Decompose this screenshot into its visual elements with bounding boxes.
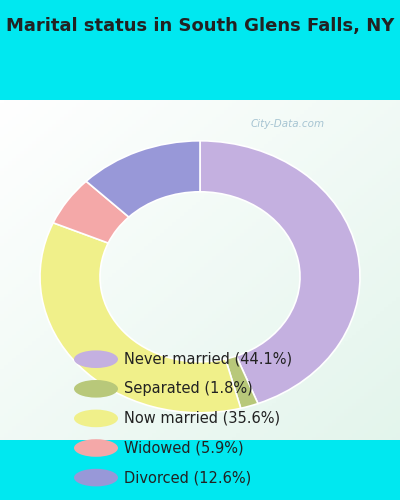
Text: Marital status in South Glens Falls, NY: Marital status in South Glens Falls, NY xyxy=(6,18,394,36)
Text: Widowed (5.9%): Widowed (5.9%) xyxy=(124,440,244,456)
Circle shape xyxy=(74,410,118,427)
Text: Divorced (12.6%): Divorced (12.6%) xyxy=(124,470,251,485)
Circle shape xyxy=(74,469,118,486)
Wedge shape xyxy=(53,181,129,243)
Circle shape xyxy=(74,439,118,457)
Wedge shape xyxy=(86,141,200,217)
Circle shape xyxy=(74,350,118,368)
Text: Now married (35.6%): Now married (35.6%) xyxy=(124,411,280,426)
Text: Separated (1.8%): Separated (1.8%) xyxy=(124,382,253,396)
Wedge shape xyxy=(226,356,258,408)
Wedge shape xyxy=(40,223,241,413)
Wedge shape xyxy=(200,141,360,404)
Text: City-Data.com: City-Data.com xyxy=(251,119,325,129)
Text: Never married (44.1%): Never married (44.1%) xyxy=(124,352,292,366)
Circle shape xyxy=(74,380,118,398)
